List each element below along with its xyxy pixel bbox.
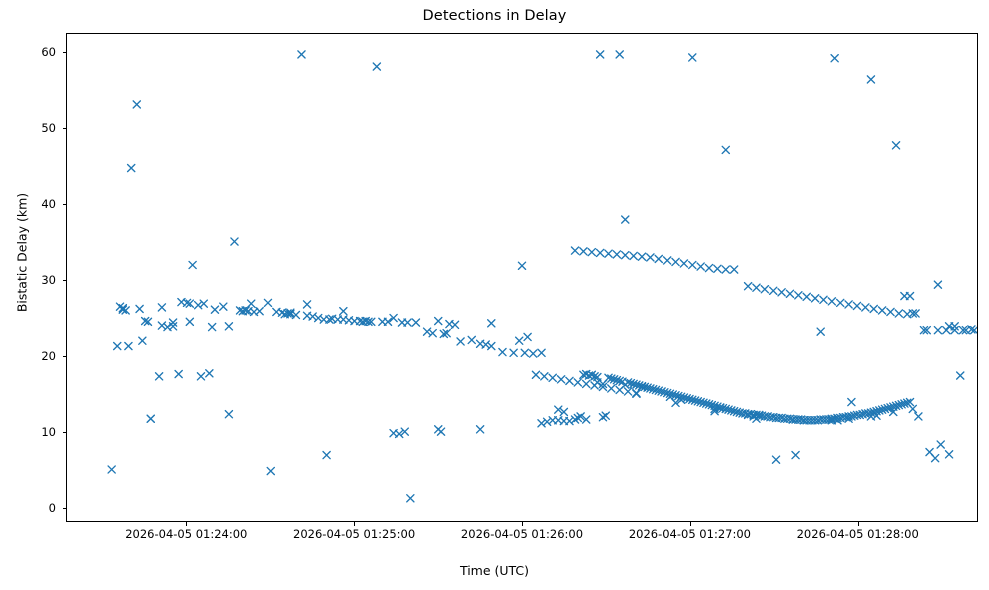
x-tick-label: 2026-04-05 01:27:00 <box>628 527 751 541</box>
y-tick-label: 20 <box>41 349 56 364</box>
x-tick-mark <box>354 522 356 526</box>
y-tick-mark <box>62 204 66 206</box>
y-tick-mark <box>62 432 66 434</box>
y-tick-mark <box>62 280 66 282</box>
y-tick-mark <box>62 52 66 53</box>
x-tick-mark <box>522 522 523 526</box>
y-tick-mark <box>62 508 66 510</box>
x-tick-label: 2026-04-05 01:28:00 <box>796 527 919 541</box>
x-tick-label: 2026-04-05 01:26:00 <box>460 527 584 541</box>
x-tick-mark <box>689 522 691 526</box>
scatter-plot-canvas <box>107 50 977 503</box>
x-tick-mark <box>186 522 188 526</box>
y-tick-mark <box>62 356 66 358</box>
plot-area <box>66 33 978 522</box>
x-axis-label: Time (UTC) <box>459 563 530 578</box>
y-tick-label: 0 <box>48 501 56 516</box>
y-tick-label: 10 <box>41 425 56 440</box>
y-tick-label: 40 <box>41 197 56 212</box>
x-tick-label: 2026-04-05 01:25:00 <box>293 527 416 541</box>
y-tick-mark <box>62 128 66 130</box>
y-tick-label: 30 <box>41 273 56 288</box>
y-tick-label: 60 <box>41 45 56 59</box>
x-tick-label: 2026-04-05 01:24:00 <box>125 527 248 541</box>
y-axis-label: Bistatic Delay (km) <box>14 192 30 313</box>
y-tick-label: 50 <box>41 121 56 136</box>
chart-title: Detections in Delay <box>422 8 567 24</box>
x-tick-mark <box>857 522 859 526</box>
